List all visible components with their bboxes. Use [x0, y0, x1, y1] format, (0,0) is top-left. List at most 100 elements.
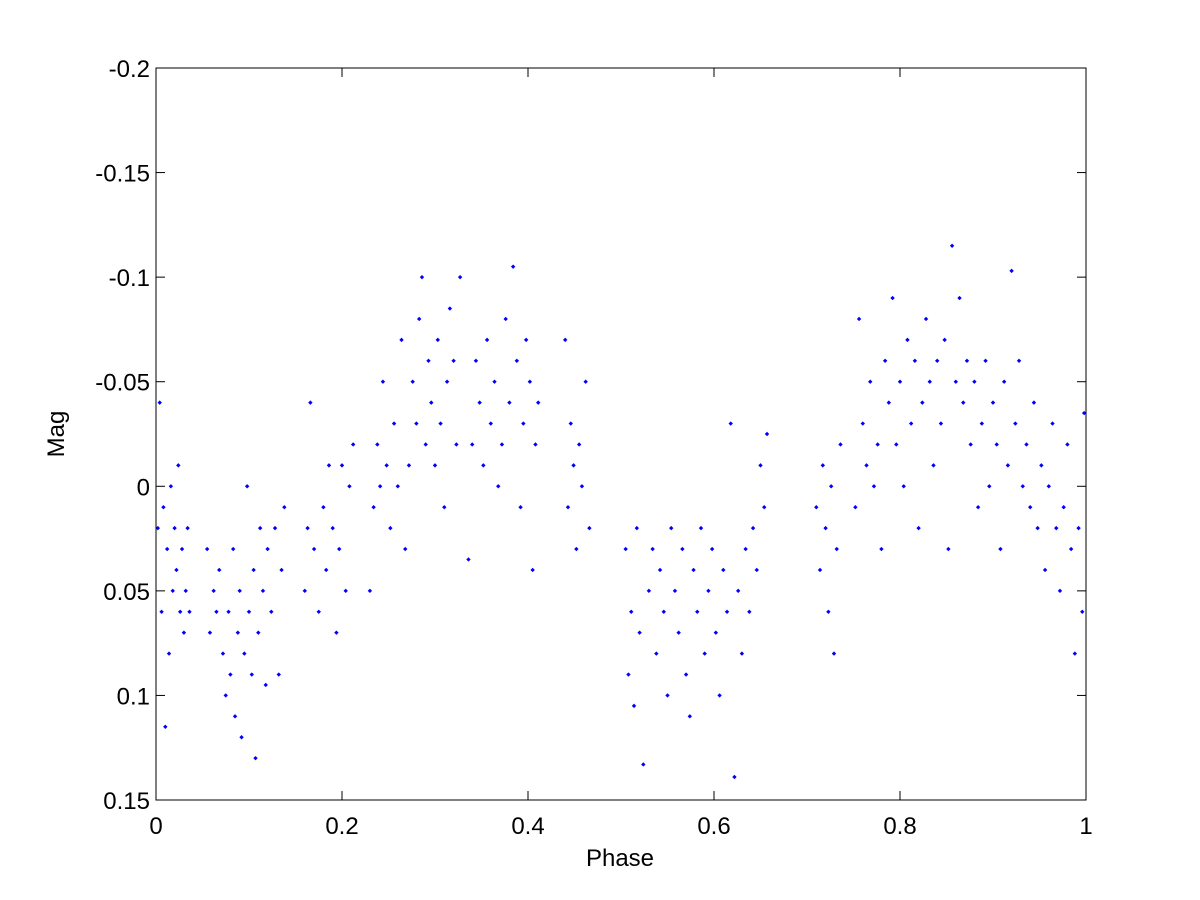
x-tick-label: 0.2: [325, 813, 358, 840]
point: [820, 463, 826, 468]
point: [968, 442, 973, 447]
point: [429, 400, 434, 405]
point: [709, 546, 715, 552]
y-tick-label: -0.1: [109, 265, 150, 292]
point: [235, 630, 241, 635]
point: [302, 588, 307, 594]
point: [732, 774, 737, 780]
point: [442, 505, 447, 510]
point: [657, 567, 663, 573]
point: [676, 630, 681, 635]
x-tick-label: 0.6: [697, 813, 730, 840]
point: [680, 546, 685, 552]
point: [521, 421, 526, 426]
point: [204, 546, 210, 552]
axes: 0 0.2 0.4 0.6 0.8 1 -0.2 -0.15 -0.1 -0.05 0 0.05 0.1…: [95, 56, 1092, 840]
point: [282, 505, 287, 510]
point: [565, 505, 571, 510]
point: [661, 609, 666, 614]
point: [337, 546, 342, 552]
point: [166, 651, 172, 656]
point: [814, 505, 819, 510]
point: [473, 358, 479, 363]
point: [367, 588, 373, 594]
point: [576, 442, 582, 447]
point: [410, 379, 415, 384]
point: [220, 651, 226, 656]
point: [163, 724, 168, 729]
point: [1042, 567, 1048, 573]
point: [946, 546, 951, 552]
x-tick-label: 0.8: [883, 813, 916, 840]
point: [260, 588, 266, 594]
point: [916, 525, 921, 531]
point: [423, 442, 428, 447]
point: [1016, 358, 1022, 363]
point: [886, 400, 892, 405]
point: [868, 379, 873, 384]
point: [447, 306, 453, 311]
point: [161, 505, 166, 510]
y-tick-label: -0.05: [95, 370, 150, 397]
point: [388, 525, 393, 531]
point: [735, 588, 741, 594]
point: [931, 463, 936, 468]
point: [230, 546, 236, 552]
point: [265, 546, 270, 552]
point: [1028, 505, 1033, 510]
point: [728, 421, 733, 426]
point: [414, 421, 419, 426]
point: [571, 463, 576, 468]
point: [177, 609, 183, 614]
point: [168, 484, 174, 489]
y-axis-label: Mag: [43, 411, 70, 458]
point: [762, 505, 767, 510]
point: [1013, 421, 1018, 426]
point: [574, 546, 579, 552]
point: [251, 567, 256, 573]
point: [1057, 588, 1063, 594]
point: [987, 484, 992, 489]
point: [451, 358, 456, 363]
point: [481, 463, 486, 468]
point: [435, 337, 440, 343]
point: [1005, 463, 1011, 468]
point: [894, 442, 899, 447]
point: [623, 546, 628, 552]
point: [527, 379, 533, 384]
point: [207, 630, 213, 635]
point: [530, 567, 535, 573]
point: [587, 525, 592, 531]
point: [724, 609, 730, 614]
x-axis-label: Phase: [586, 845, 654, 872]
point: [518, 505, 523, 510]
point: [1001, 379, 1007, 384]
axes-box: [155, 67, 1087, 801]
point: [882, 358, 888, 363]
point: [326, 463, 332, 468]
point: [750, 525, 756, 531]
point: [384, 463, 389, 468]
point: [523, 337, 529, 343]
point: [246, 609, 252, 614]
point: [380, 379, 386, 384]
point: [276, 672, 281, 677]
point: [244, 484, 250, 489]
point: [702, 651, 707, 656]
plot-area: [156, 68, 1086, 800]
point: [239, 735, 244, 740]
point: [438, 421, 443, 426]
point: [831, 651, 837, 656]
point: [764, 431, 770, 437]
point: [942, 337, 947, 343]
point: [1068, 546, 1074, 552]
x-tick-label: 1: [1079, 813, 1092, 840]
point: [1054, 525, 1059, 531]
point: [998, 546, 1003, 552]
point: [343, 588, 348, 594]
point: [223, 693, 228, 698]
point: [492, 379, 497, 384]
point: [503, 316, 508, 322]
point: [1076, 525, 1081, 531]
